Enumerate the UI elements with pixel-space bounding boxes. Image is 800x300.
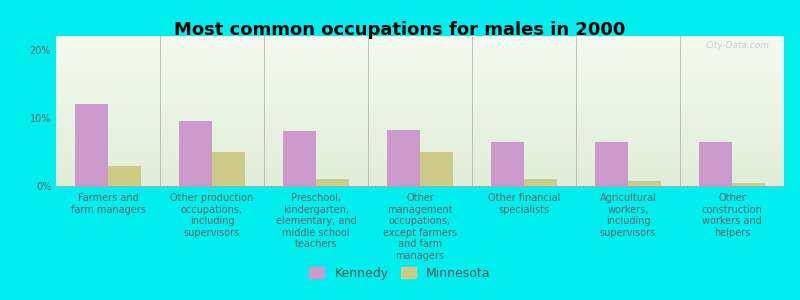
Bar <box>178 121 212 186</box>
Text: City-Data.com: City-Data.com <box>706 40 770 50</box>
Bar <box>732 183 766 186</box>
Bar <box>282 131 316 186</box>
Bar <box>628 181 662 186</box>
Bar <box>74 104 108 186</box>
Legend: Kennedy, Minnesota: Kennedy, Minnesota <box>305 262 495 285</box>
Bar <box>316 179 350 186</box>
Text: Most common occupations for males in 2000: Most common occupations for males in 200… <box>174 21 626 39</box>
Bar <box>594 142 628 186</box>
Bar <box>420 152 454 186</box>
Bar <box>698 142 732 186</box>
Bar <box>108 166 142 186</box>
Bar <box>490 142 524 186</box>
Bar <box>212 152 246 186</box>
Bar <box>386 130 420 186</box>
Bar <box>524 179 558 186</box>
